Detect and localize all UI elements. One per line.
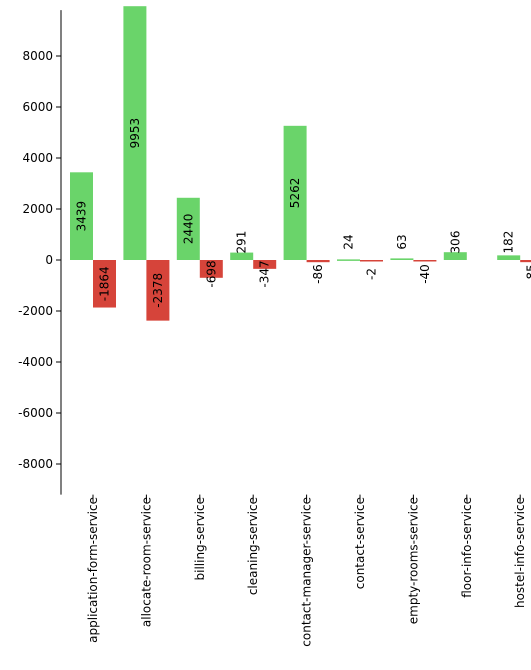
bar-negative xyxy=(413,260,437,262)
bar-negative xyxy=(93,260,116,308)
bar-positive xyxy=(337,259,360,261)
data-label: -698 xyxy=(204,260,218,287)
y-tick-label: 2000 xyxy=(22,202,53,216)
bar-negative xyxy=(520,260,531,263)
x-category-label: contact-manager-service xyxy=(300,497,314,647)
y-tick-label: 6000 xyxy=(22,100,53,114)
data-label: 9953 xyxy=(128,118,142,149)
y-tick-label: -2000 xyxy=(18,304,53,318)
x-category-label: floor-info-service xyxy=(460,497,474,598)
data-label: 2440 xyxy=(181,214,195,245)
y-tick-label: -4000 xyxy=(18,355,53,369)
bar-positive xyxy=(230,252,254,260)
data-label: 63 xyxy=(395,234,409,249)
data-label: 291 xyxy=(235,231,249,254)
y-tick-label: 4000 xyxy=(22,151,53,165)
bar-negative xyxy=(306,260,330,263)
bar-positive xyxy=(283,125,307,260)
x-category-label: empty-rooms-service xyxy=(406,497,420,624)
y-tick-label: 8000 xyxy=(22,49,53,63)
bar-positive xyxy=(176,197,200,260)
x-category-label: billing-service xyxy=(193,497,207,581)
data-label: -86 xyxy=(311,264,325,284)
data-label: -40 xyxy=(418,264,432,284)
x-category-label: application-form-service xyxy=(86,497,100,643)
bar-negative xyxy=(199,260,223,278)
data-label: 5262 xyxy=(288,178,302,209)
x-category-label: hostel-info-service xyxy=(513,497,527,608)
bar-negative xyxy=(253,260,277,269)
y-tick-label: 0 xyxy=(45,253,53,267)
bar-positive xyxy=(497,255,521,260)
bar-negative xyxy=(146,260,170,321)
data-label: -1864 xyxy=(98,266,112,301)
bar-positive xyxy=(390,258,414,260)
data-label: -2 xyxy=(365,268,379,280)
data-label: -2378 xyxy=(151,273,165,308)
data-label: 182 xyxy=(502,231,516,254)
bar-negative xyxy=(360,260,383,262)
data-label: -347 xyxy=(258,260,272,287)
plot-area: 8000 6000 4000 2000 0 -2000 -4000 -6000 -8000 343… xyxy=(18,6,531,647)
data-label: 24 xyxy=(342,234,356,249)
data-label: 306 xyxy=(448,231,462,254)
x-category-label: cleaning-service xyxy=(246,497,260,595)
y-tick-label: -8000 xyxy=(18,457,53,471)
y-tick-label: -6000 xyxy=(18,406,53,420)
data-label: 3439 xyxy=(75,201,89,232)
bar-positive xyxy=(70,172,93,260)
bar-positive xyxy=(123,6,147,260)
bar-positive xyxy=(443,252,467,260)
data-label: -85 xyxy=(525,264,531,284)
x-category-label: contact-service xyxy=(353,497,367,589)
x-category-label: allocate-room-service xyxy=(139,497,153,627)
